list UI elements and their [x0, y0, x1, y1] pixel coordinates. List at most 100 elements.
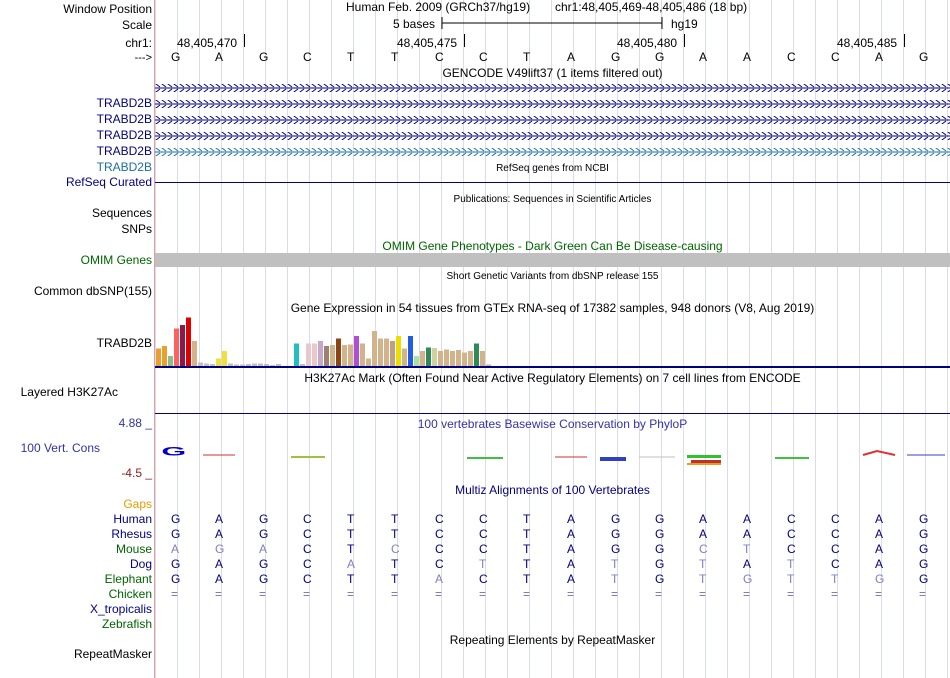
label-species-dog[interactable]: Dog	[129, 557, 152, 571]
gtex-tissue-bar[interactable]	[438, 351, 443, 366]
track-data-pane[interactable]: Human Feb. 2009 (GRCh37/hg19) chr1:48,40…	[155, 0, 950, 678]
gtex-tissue-bar[interactable]	[240, 364, 245, 367]
gtex-tissue-bar[interactable]	[294, 343, 299, 367]
gtex-tissue-bar[interactable]	[258, 363, 263, 367]
gtex-tissue-bar[interactable]	[468, 351, 473, 366]
label-gtex-gene[interactable]: TRABD2B	[96, 336, 152, 350]
phylop-logo-g: G	[161, 445, 186, 458]
transcript-5[interactable]	[155, 148, 950, 156]
gtex-tissue-bar[interactable]	[474, 343, 479, 367]
gtex-tissue-bar[interactable]	[456, 350, 461, 366]
label-gene-trabd2b-4[interactable]: TRABD2B	[96, 144, 152, 158]
gtex-tissue-bar[interactable]	[432, 348, 437, 366]
gtex-tissue-bar[interactable]	[264, 364, 269, 366]
label-omim-genes[interactable]: OMIM Genes	[80, 253, 152, 267]
gtex-tissue-bar[interactable]	[234, 364, 239, 367]
gtex-tissue-bar[interactable]	[216, 358, 221, 367]
alignment-base-rhesus: T	[391, 527, 399, 541]
gtex-tissue-bar[interactable]	[306, 343, 311, 367]
gtex-tissue-bar[interactable]	[174, 328, 179, 367]
label-species-zebrafish[interactable]: Zebrafish	[101, 617, 152, 631]
gtex-tissue-bar[interactable]	[180, 325, 185, 366]
gtex-tissue-bar[interactable]	[330, 345, 335, 366]
gtex-expression-chart[interactable]	[155, 315, 950, 369]
gtex-tissue-bar[interactable]	[276, 364, 281, 366]
gtex-tissue-bar[interactable]	[414, 356, 419, 366]
label-species-elephant[interactable]: Elephant	[104, 572, 152, 586]
alignment-base-elephant: G	[919, 572, 929, 586]
coord-tick	[684, 34, 685, 47]
label-sequences[interactable]: Sequences	[91, 206, 152, 220]
gtex-tissue-bar[interactable]	[252, 363, 257, 367]
gtex-tissue-bar[interactable]	[348, 344, 353, 367]
alignment-base-rhesus: A	[215, 527, 224, 541]
transcript-1[interactable]	[155, 84, 950, 92]
gtex-tissue-bar[interactable]	[246, 364, 251, 366]
gtex-tissue-bar[interactable]	[486, 364, 491, 367]
label-layered-h3k27ac[interactable]: Layered H3K27Ac	[20, 385, 118, 399]
gencode-transcripts[interactable]	[155, 80, 950, 160]
gtex-tissue-bar[interactable]	[300, 364, 305, 366]
gtex-tissue-bar[interactable]	[156, 348, 161, 367]
gtex-tissue-bar[interactable]	[186, 317, 191, 367]
gtex-tissue-bar[interactable]	[342, 345, 347, 366]
gtex-tissue-bar[interactable]	[336, 338, 341, 367]
label-species-chicken[interactable]: Chicken	[108, 587, 152, 601]
label-species-x-tropicalis[interactable]: X_tropicalis	[89, 602, 152, 616]
label-100-vert-cons[interactable]: 100 Vert. Cons	[20, 441, 100, 455]
transcript-4[interactable]	[155, 132, 950, 140]
gtex-tissue-bar[interactable]	[426, 347, 431, 367]
gtex-tissue-bar[interactable]	[324, 346, 329, 366]
gtex-tissue-bar[interactable]	[228, 363, 233, 367]
gtex-tissue-bar[interactable]	[318, 341, 323, 366]
gtex-tissue-bar[interactable]	[420, 351, 425, 366]
alignment-base-chicken: =	[347, 587, 355, 601]
gtex-tissue-bar[interactable]	[462, 352, 467, 367]
gtex-tissue-bar[interactable]	[396, 336, 401, 366]
gtex-tissue-bar[interactable]	[408, 336, 413, 366]
gtex-tissue-bar[interactable]	[372, 331, 377, 366]
label-gaps[interactable]: Gaps	[123, 497, 152, 511]
gtex-tissue-bar[interactable]	[168, 356, 173, 366]
gtex-tissue-bar[interactable]	[312, 343, 317, 367]
gtex-tissue-bar[interactable]	[390, 341, 395, 366]
label-species-human[interactable]: Human	[113, 512, 152, 526]
gtex-tissue-bar[interactable]	[360, 343, 365, 367]
transcript-2[interactable]	[155, 100, 950, 108]
gtex-tissue-bar[interactable]	[210, 364, 215, 366]
label-chrom: chr1:	[125, 36, 152, 50]
label-species-mouse[interactable]: Mouse	[115, 542, 152, 556]
label-snps[interactable]: SNPs	[121, 222, 152, 236]
gtex-tissue-bar[interactable]	[204, 363, 209, 367]
gtex-tissue-bar[interactable]	[162, 346, 167, 366]
gtex-tissue-bar[interactable]	[270, 365, 275, 366]
phylop-conservation-plot[interactable]: G	[155, 438, 950, 473]
refseq-gene-line[interactable]	[155, 182, 950, 183]
gtex-tissue-bar[interactable]	[402, 348, 407, 367]
transcript-3[interactable]	[155, 116, 950, 124]
omim-gene-bar[interactable]	[155, 253, 950, 267]
gtex-tissue-bar[interactable]	[222, 351, 227, 366]
label-gene-trabd2b-3[interactable]: TRABD2B	[96, 128, 152, 142]
gtex-tissue-bar[interactable]	[450, 351, 455, 366]
gtex-tissue-bar[interactable]	[192, 341, 197, 366]
gtex-tissue-bar[interactable]	[366, 358, 371, 367]
gtex-tissue-bar[interactable]	[198, 362, 203, 367]
gtex-tissue-bar[interactable]	[378, 338, 383, 367]
gtex-tissue-bar[interactable]	[384, 338, 389, 367]
alignment-base-elephant: T	[523, 572, 531, 586]
label-gene-trabd2b-2[interactable]: TRABD2B	[96, 112, 152, 126]
gtex-tissue-bar[interactable]	[480, 351, 485, 366]
label-species-rhesus[interactable]: Rhesus	[111, 527, 152, 541]
gtex-tissue-bar[interactable]	[444, 349, 449, 367]
label-repeatmasker[interactable]: RepeatMasker	[73, 647, 152, 661]
label-common-dbsnp[interactable]: Common dbSNP(155)	[33, 284, 152, 298]
label-gene-trabd2b-1[interactable]: TRABD2B	[96, 96, 152, 110]
label-gene-trabd2b-5[interactable]: TRABD2B	[96, 160, 152, 174]
label-refseq-curated[interactable]: RefSeq Curated	[65, 175, 152, 189]
alignment-base-dog: G	[655, 557, 665, 571]
alignment-base-rhesus: A	[699, 527, 708, 541]
gtex-tissue-bar[interactable]	[354, 336, 359, 366]
base-letter: T	[391, 50, 399, 64]
